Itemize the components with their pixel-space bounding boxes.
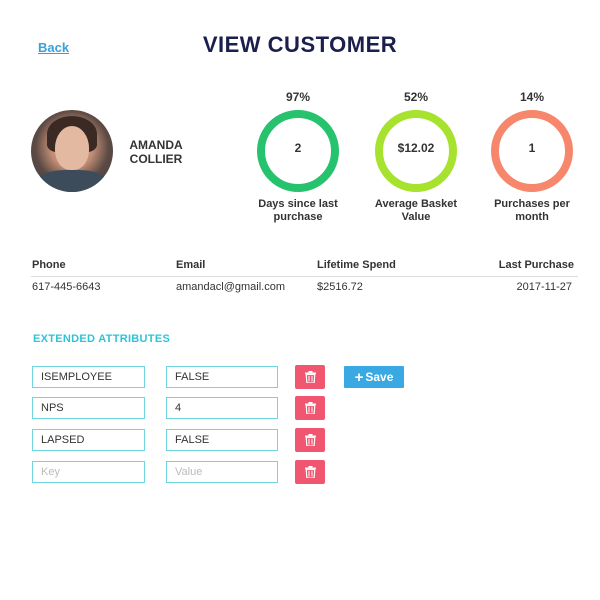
trash-icon — [304, 371, 316, 383]
attribute-value-input[interactable] — [166, 366, 278, 388]
stat-label: Days since last purchase — [258, 198, 338, 223]
attribute-value-input[interactable] — [166, 429, 278, 451]
stat-days-since-last-purchase: 97% 2 Days since last purchase — [248, 90, 348, 230]
attribute-value-input[interactable] — [166, 397, 278, 419]
delete-attribute-button[interactable] — [295, 460, 325, 484]
attribute-key-input[interactable] — [32, 366, 145, 388]
email-header: Email — [176, 259, 206, 271]
stat-ring: $12.02 — [375, 110, 457, 192]
stat-label: Purchases per month — [494, 198, 570, 223]
email-value: amandacl@gmail.com — [176, 281, 285, 293]
save-button[interactable]: + Save — [344, 366, 404, 388]
info-divider — [31, 276, 578, 277]
delete-attribute-button[interactable] — [295, 365, 325, 389]
stat-value: 2 — [294, 141, 302, 155]
last-purchase-value: 2017-11-27 — [516, 281, 572, 293]
extended-attributes-title: EXTENDED ATTRIBUTES — [33, 333, 171, 345]
back-link[interactable]: Back — [38, 40, 70, 55]
attribute-key-input[interactable] — [32, 397, 145, 419]
trash-icon — [304, 402, 316, 414]
stat-percent: 52% — [403, 90, 429, 104]
new-attribute-value-input[interactable] — [166, 461, 278, 483]
avatar — [31, 110, 113, 192]
plus-icon: + — [354, 368, 364, 386]
customer-name: AMANDA COLLIER — [129, 138, 183, 166]
save-button-label: Save — [365, 370, 394, 384]
lifetime-spend-value: $2516.72 — [317, 281, 363, 293]
stat-value: 1 — [528, 141, 536, 155]
avatar-scarf — [37, 170, 107, 192]
stat-ring: 1 — [491, 110, 573, 192]
page-title: VIEW CUSTOMER — [202, 32, 398, 57]
stat-average-basket-value: 52% $12.02 Average Basket Value — [366, 90, 466, 230]
stat-ring: 2 — [257, 110, 339, 192]
trash-icon — [304, 434, 316, 446]
stat-percent: 14% — [519, 90, 545, 104]
delete-attribute-button[interactable] — [295, 428, 325, 452]
delete-attribute-button[interactable] — [295, 396, 325, 420]
last-purchase-header: Last Purchase — [498, 259, 574, 271]
stat-purchases-per-month: 14% 1 Purchases per month — [482, 90, 582, 230]
new-attribute-key-input[interactable] — [32, 461, 145, 483]
stat-value: $12.02 — [397, 141, 435, 155]
attribute-key-input[interactable] — [32, 429, 145, 451]
phone-value: 617-445-6643 — [32, 281, 101, 293]
stat-label: Average Basket Value — [374, 198, 458, 223]
avatar-face — [55, 126, 89, 170]
lifetime-spend-header: Lifetime Spend — [317, 259, 396, 271]
stat-percent: 97% — [285, 90, 311, 104]
phone-header: Phone — [32, 259, 66, 271]
trash-icon — [304, 466, 316, 478]
